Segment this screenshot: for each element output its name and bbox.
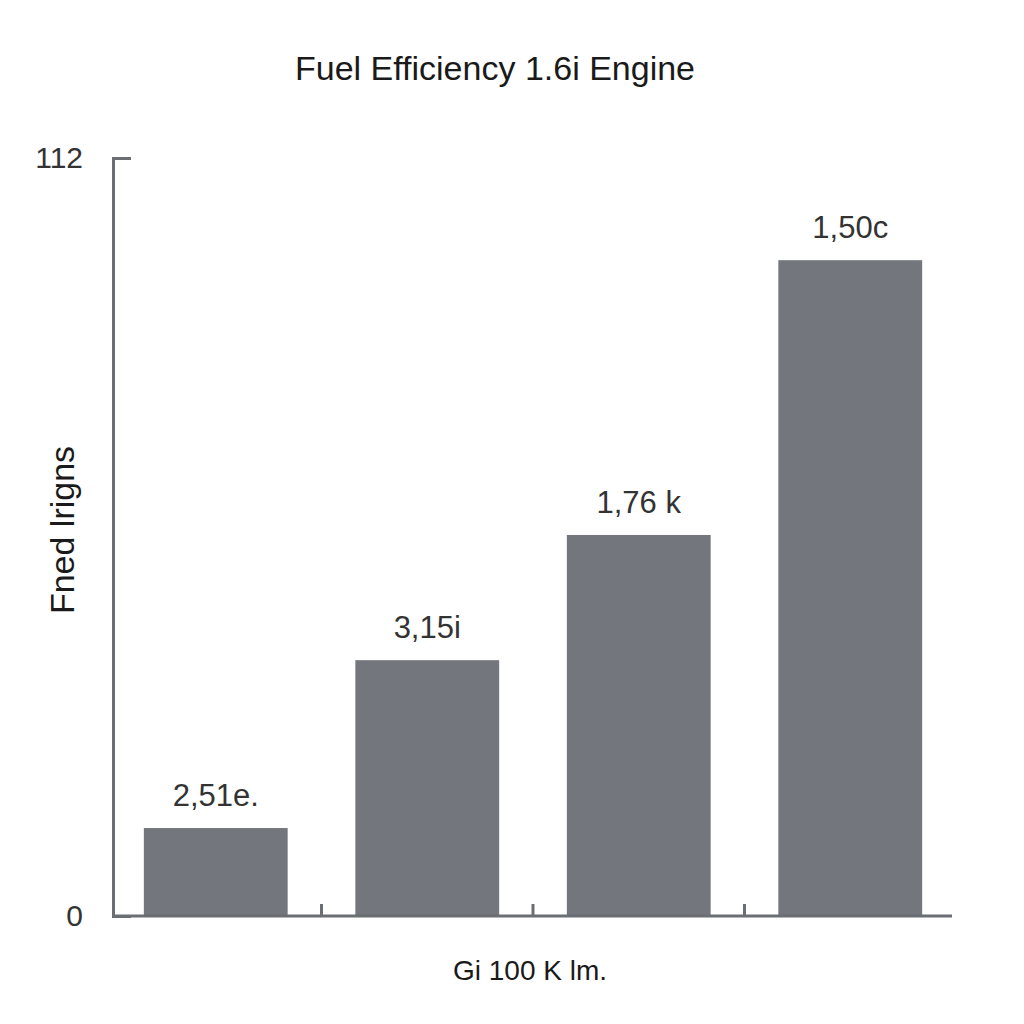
- data-label: 3,15i: [394, 610, 461, 645]
- x-axis: [113, 904, 952, 916]
- bar: [355, 660, 499, 916]
- bar: [567, 535, 711, 916]
- y-tick: 112: [35, 141, 131, 174]
- x-separator: [532, 904, 535, 916]
- y-axis-line: [114, 159, 132, 917]
- x-axis-title: Gi 100 K lm.: [453, 955, 607, 986]
- chart: Fuel Efficiency 1.6i Engine 0 112 2,51e. 3,1…: [0, 0, 1024, 1024]
- y-axis-title: Fned lrigns: [43, 446, 81, 614]
- title: Fuel Efficiency 1.6i Engine: [295, 49, 695, 87]
- y-tick-label: 112: [35, 141, 83, 174]
- data-label: 1,50c: [812, 210, 888, 245]
- data-label: 2,51e.: [173, 778, 259, 813]
- bar: [144, 828, 288, 916]
- bars: [144, 260, 922, 916]
- y-tick-mark: [113, 157, 131, 160]
- y-axis: 0 112: [35, 141, 131, 932]
- background: [0, 0, 1024, 1024]
- x-separator: [743, 904, 746, 916]
- y-tick-label: 0: [66, 899, 83, 932]
- data-label: 1,76 k: [597, 485, 682, 520]
- bar: [778, 260, 922, 916]
- x-separator: [320, 904, 323, 916]
- data-labels: 2,51e. 3,15i 1,76 k 1,50c: [173, 210, 889, 813]
